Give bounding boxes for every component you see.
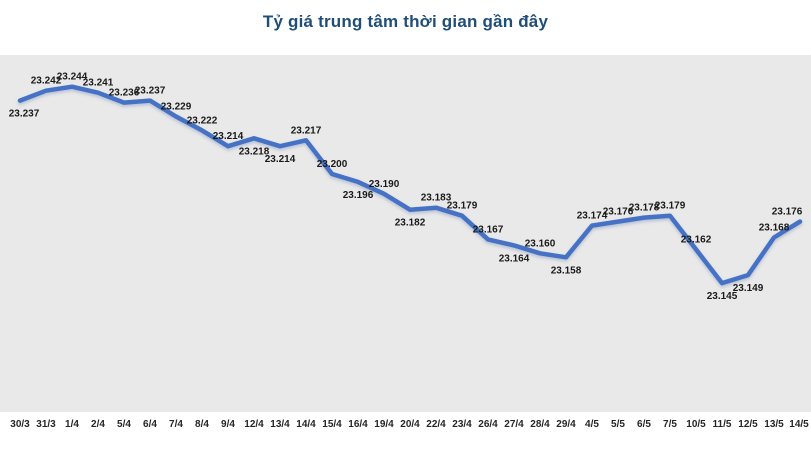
data-label: 23.218 [239, 146, 270, 157]
x-axis-label: 5/4 [117, 419, 131, 430]
x-axis-label: 9/4 [221, 419, 235, 430]
rate-line-series [17, 84, 803, 286]
x-axis-label: 5/5 [611, 419, 625, 430]
data-label: 23.242 [31, 76, 62, 87]
x-axis-label: 13/4 [270, 419, 290, 430]
x-axis-label: 13/5 [764, 419, 784, 430]
x-axis-label: 1/4 [65, 419, 79, 430]
x-axis-label: 26/4 [478, 419, 498, 430]
x-axis-label: 16/4 [348, 419, 368, 430]
data-label: 23.162 [681, 234, 712, 245]
x-axis-label: 27/4 [504, 419, 524, 430]
data-label: 23.160 [525, 238, 556, 249]
data-label: 23.168 [759, 223, 790, 234]
data-label: 23.229 [161, 102, 192, 113]
data-label: 23.149 [733, 283, 764, 294]
data-label: 23.174 [577, 211, 608, 222]
x-axis-label: 8/4 [195, 419, 209, 430]
plot-area [0, 55, 811, 412]
data-label: 23.183 [421, 193, 452, 204]
data-label: 23.176 [772, 207, 803, 218]
data-label: 23.145 [707, 291, 738, 302]
x-axis-label: 11/5 [713, 419, 732, 430]
x-axis-label: 15/4 [322, 419, 342, 430]
x-axis-label: 23/4 [452, 419, 472, 430]
x-axis-label: 29/4 [556, 419, 576, 430]
x-axis-label: 22/4 [426, 419, 446, 430]
data-label: 23.237 [135, 86, 166, 97]
data-label: 23.214 [265, 154, 296, 165]
x-axis-label: 10/5 [686, 419, 706, 430]
data-label: 23.237 [9, 109, 40, 120]
x-axis-label: 14/4 [296, 419, 316, 430]
chart-title: Tỷ giá trung tâm thời gian gần đây [262, 12, 549, 31]
x-axis-label: 7/5 [663, 419, 677, 430]
data-label: 23.164 [499, 253, 530, 264]
x-axis-label: 6/5 [637, 419, 651, 430]
x-axis-label: 14/5 [789, 419, 809, 430]
data-label: 23.178 [629, 203, 660, 214]
data-label: 23.182 [395, 218, 426, 229]
data-label: 23.241 [83, 78, 114, 89]
x-axis-label: 20/4 [400, 419, 420, 430]
x-axis-label: 12/4 [244, 419, 264, 430]
data-label: 23.176 [603, 207, 634, 218]
x-axis-label: 4/5 [585, 419, 599, 430]
x-axis-label: 12/5 [738, 419, 758, 430]
data-label: 23.190 [369, 179, 400, 190]
data-label: 23.214 [213, 131, 244, 142]
x-axis-label: 6/4 [143, 419, 157, 430]
data-label: 23.200 [317, 159, 348, 170]
data-label: 23.158 [551, 265, 582, 276]
data-label: 23.167 [473, 224, 504, 235]
x-axis-label: 2/4 [91, 419, 105, 430]
x-axis-label: 30/3 [10, 419, 30, 430]
x-axis-label: 7/4 [169, 419, 183, 430]
data-label: 23.217 [291, 125, 322, 136]
data-label: 23.244 [57, 72, 88, 83]
data-label: 23.179 [447, 201, 478, 212]
x-axis-label: 28/4 [530, 419, 550, 430]
x-axis-label: 19/4 [374, 419, 394, 430]
data-label: 23.179 [655, 201, 686, 212]
x-axis-label: 31/3 [36, 419, 56, 430]
data-label: 23.222 [187, 115, 218, 126]
data-label: 23.236 [109, 88, 140, 99]
data-label: 23.196 [343, 190, 374, 201]
